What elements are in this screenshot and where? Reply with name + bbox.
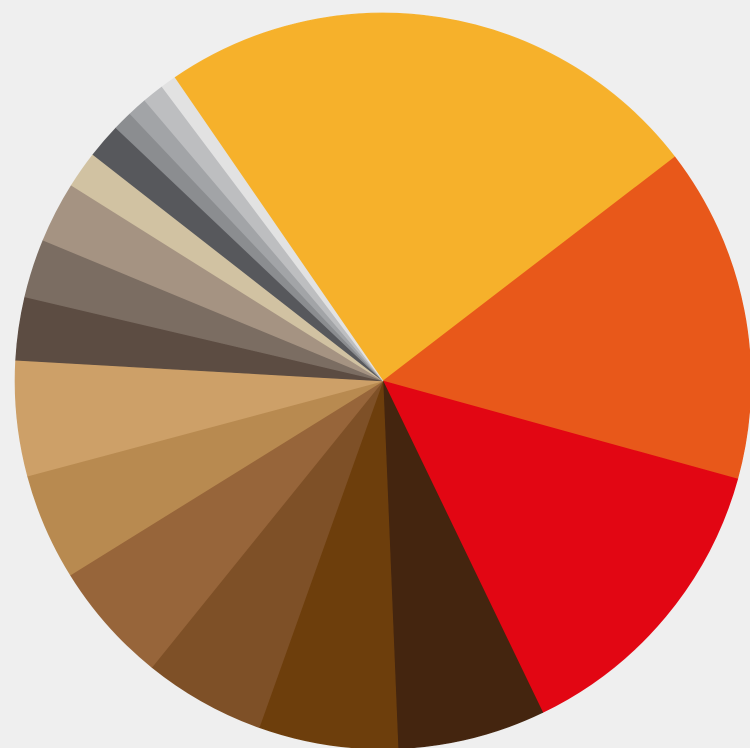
pie-slice-5 xyxy=(258,380,399,748)
pie-slice-1 xyxy=(174,12,676,382)
pie-slice-3 xyxy=(382,380,739,713)
pie-slice-18 xyxy=(161,77,384,382)
pie-slice-2 xyxy=(382,156,750,480)
pie-slices xyxy=(14,12,750,748)
pie-slice-4 xyxy=(382,380,544,748)
